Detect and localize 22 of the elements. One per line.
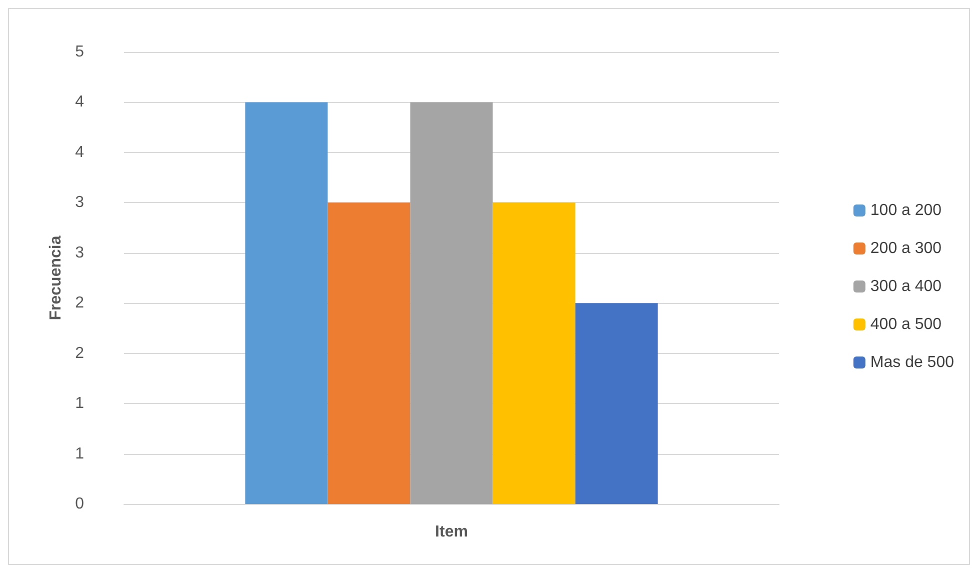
- bar: [410, 102, 493, 504]
- y-tick-label: 2: [75, 344, 84, 362]
- bar: [328, 202, 410, 504]
- x-axis-title: Item: [435, 524, 468, 540]
- legend-label: 300 a 400: [870, 278, 942, 295]
- legend-label: 400 a 500: [870, 316, 942, 333]
- legend-label: 100 a 200: [870, 202, 942, 219]
- legend-label: 200 a 300: [870, 240, 942, 257]
- y-tick-label: 2: [75, 294, 84, 312]
- bar: [245, 102, 328, 504]
- y-tick-label: 1: [75, 395, 84, 412]
- y-tick-label: 3: [75, 194, 84, 212]
- bar: [492, 202, 576, 504]
- y-tick-label: 0: [75, 496, 84, 512]
- y-tick-label: 4: [75, 94, 84, 111]
- legend-label: Mas de 500: [870, 354, 954, 371]
- y-tick-label: 1: [75, 445, 84, 462]
- y-tick-label: 3: [75, 244, 84, 262]
- y-tick-label: 5: [75, 44, 84, 60]
- bar: [575, 303, 658, 504]
- y-axis-title: Frecuencia: [48, 236, 65, 320]
- y-tick-label: 4: [75, 144, 84, 161]
